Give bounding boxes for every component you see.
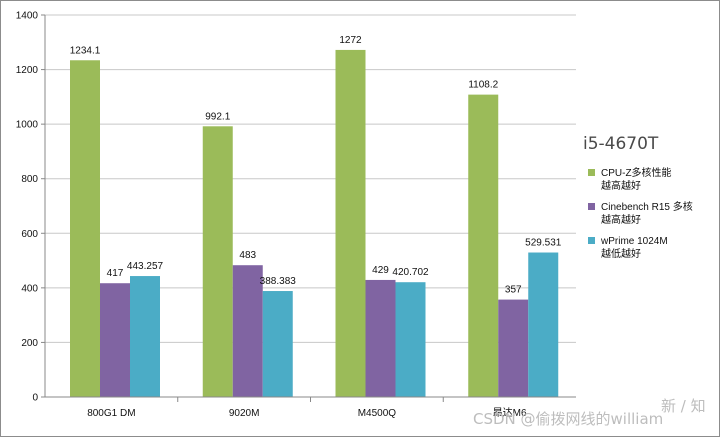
legend-series-name: wPrime 1024M <box>600 236 668 247</box>
data-label: 417 <box>107 268 124 279</box>
y-tick-label: 0 <box>32 393 38 404</box>
data-label: 1272 <box>339 35 362 46</box>
x-category-label: 9020M <box>229 408 260 419</box>
legend-swatch <box>588 203 595 210</box>
bar <box>468 94 499 397</box>
y-axis-ticks: 0 200 400 600 800 1000 1200 1400 <box>16 11 45 404</box>
y-tick-label: 200 <box>21 338 38 349</box>
x-axis-categories: 800G1 DM 9020M M4500Q 昂达M6 <box>87 397 527 419</box>
inset-title: i5-4670T <box>583 134 659 154</box>
y-tick-label: 800 <box>21 174 38 185</box>
legend-series-name: CPU-Z多核性能 <box>601 166 672 179</box>
bar <box>498 299 529 397</box>
bar <box>202 126 233 397</box>
legend-swatch <box>588 237 595 244</box>
data-label: 357 <box>505 285 522 296</box>
data-label: 1108.2 <box>468 80 498 91</box>
bar <box>262 291 293 397</box>
legend-series-name: Cinebench R15 多核 <box>601 200 693 213</box>
data-label: 529.531 <box>525 238 562 249</box>
bar <box>130 276 160 397</box>
legend-swatch <box>588 169 595 176</box>
y-tick-label: 1000 <box>16 120 39 131</box>
data-label: 1234.1 <box>70 45 101 56</box>
y-tick-label: 1200 <box>16 65 39 76</box>
bar <box>70 60 100 397</box>
x-category-label: M4500Q <box>358 408 397 419</box>
bars <box>70 49 559 397</box>
y-tick-label: 600 <box>21 229 38 240</box>
bar <box>232 265 263 397</box>
bar <box>100 283 130 397</box>
data-label: 429 <box>372 265 389 276</box>
bar <box>335 49 366 397</box>
watermark-text: CSDN @偷拨网线的william <box>473 410 663 428</box>
legend-series-note: 越低越好 <box>601 247 641 260</box>
y-tick-label: 1400 <box>16 11 39 22</box>
data-label: 388.383 <box>260 276 297 287</box>
bar <box>395 282 426 397</box>
data-label: 483 <box>239 250 256 261</box>
y-tick-label: 400 <box>21 283 38 294</box>
data-label: 992.1 <box>205 111 230 122</box>
corner-watermark: 新 / 知 <box>661 397 706 415</box>
data-label: 443.257 <box>127 261 164 272</box>
legend-series-note: 越高越好 <box>601 213 641 226</box>
x-category-label: 昂达M6 <box>493 407 527 419</box>
legend-series-note: 越高越好 <box>601 179 641 192</box>
data-label: 420.702 <box>392 267 429 278</box>
x-category-label: 800G1 DM <box>87 408 135 419</box>
bar <box>365 279 396 397</box>
bar <box>528 252 559 397</box>
